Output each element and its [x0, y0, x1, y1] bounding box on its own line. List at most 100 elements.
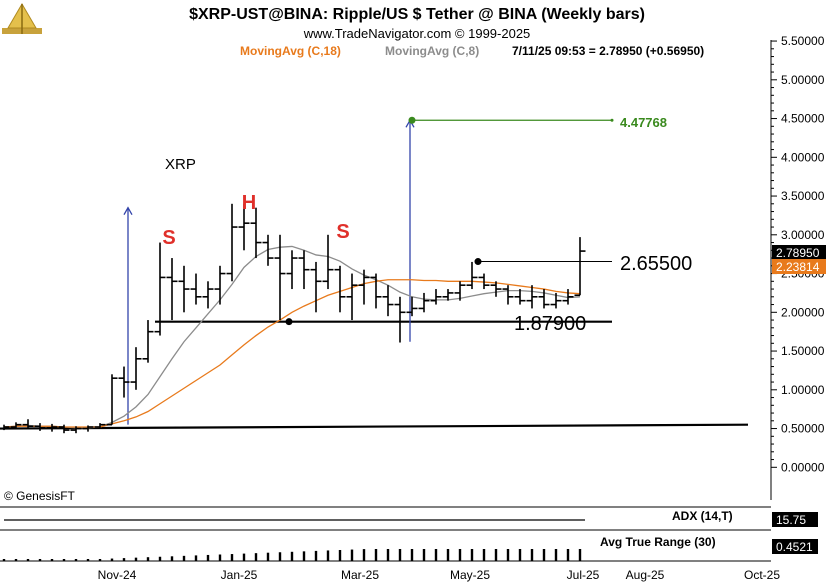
- atr-bar: [434, 549, 438, 561]
- ohlc-bar: [382, 285, 394, 317]
- atr-bar: [230, 554, 234, 561]
- y-tick-label: 4.50000: [781, 112, 825, 126]
- y-axis-ticks: 5.50000 5.00000 4.50000 4.00000 3.50000 3.000…: [771, 34, 825, 474]
- ohlc-bar: [310, 261, 322, 313]
- y-tick-label: 2.00000: [781, 305, 825, 319]
- atr-bar: [86, 559, 90, 561]
- resistance-value-label: 2.65500: [620, 253, 692, 275]
- chart-subtitle: www.TradeNavigator.com © 1999-2025: [303, 26, 531, 41]
- ma-price-tag: [772, 259, 826, 274]
- watermark: © GenesisFT: [4, 489, 76, 503]
- atr-bar: [14, 559, 18, 561]
- atr-bar: [134, 557, 138, 561]
- atr-bar: [98, 559, 102, 561]
- neckline-dot: [285, 318, 293, 326]
- x-axis-ticks: Nov-24 Jan-25 Mar-25 May-25 Jul-25 Aug-25 Oct-…: [98, 568, 781, 582]
- ohlc-bar: [358, 269, 370, 305]
- ohlc-bar: [82, 425, 94, 432]
- price-bars: [0, 203, 586, 434]
- target-dot: [408, 116, 416, 124]
- ohlc-bar: [106, 374, 118, 426]
- adx-label: ADX (14,T): [672, 509, 733, 523]
- atr-bar: [326, 550, 330, 561]
- adx-value-text: 15.75: [776, 513, 806, 527]
- atr-bar: [194, 555, 198, 561]
- ohlc-bar: [70, 426, 82, 434]
- ohlc-bar: [538, 289, 550, 309]
- atr-bar: [410, 549, 414, 561]
- ohlc-bar: [322, 234, 334, 290]
- last-price-tag-text: 2.78950: [776, 246, 820, 260]
- atr-bar: [62, 559, 66, 561]
- y-tick-label: 1.00000: [781, 383, 825, 397]
- ohlc-bar: [94, 423, 106, 429]
- atr-bar: [446, 549, 450, 561]
- ma-long-line: [3, 279, 581, 428]
- ohlc-bar: [142, 320, 154, 363]
- ohlc-bar: [190, 273, 202, 305]
- ohlc-bar: [370, 273, 382, 309]
- atr-bar: [170, 556, 174, 561]
- atr-bar: [518, 549, 522, 561]
- atr-bar: [74, 559, 78, 561]
- head-letter: H: [242, 192, 256, 214]
- atr-bar: [290, 551, 294, 561]
- x-tick-label: Oct-25: [744, 568, 780, 582]
- atr-bar: [2, 559, 6, 561]
- atr-bar: [314, 550, 318, 561]
- atr-bar: [566, 549, 570, 561]
- x-tick-label: May-25: [450, 568, 490, 582]
- atr-bar: [578, 549, 582, 561]
- ohlc-bar: [214, 265, 226, 305]
- last-price-tag: [772, 245, 826, 260]
- atr-bar: [158, 556, 162, 561]
- ohlc-bar: [46, 423, 58, 432]
- atr-label: Avg True Range (30): [600, 535, 716, 549]
- atr-bar: [26, 559, 30, 561]
- atr-bar: [338, 550, 342, 561]
- y-tick-label: 0.00000: [781, 460, 825, 474]
- ohlc-bar: [178, 265, 190, 313]
- atr-bar: [182, 555, 186, 561]
- atr-bar: [506, 549, 510, 561]
- ohlc-bar: [406, 296, 418, 317]
- ohlc-bar: [22, 419, 34, 429]
- atr-bar: [38, 559, 42, 561]
- ohlc-bar: [394, 296, 406, 343]
- target-end-dot: [610, 118, 614, 122]
- ohlc-bar: [58, 424, 70, 434]
- annotation-markers: [285, 116, 614, 326]
- base-support-line: [0, 423, 749, 430]
- atr-bar: [122, 558, 126, 561]
- ohlc-bar: [418, 292, 430, 313]
- ohlc-bar: [250, 207, 262, 259]
- atr-bar: [266, 552, 270, 561]
- logo-icon: [2, 3, 42, 34]
- atr-bar: [362, 549, 366, 561]
- adx-value-tag: [772, 512, 818, 527]
- measure-arrow-left-head: [123, 206, 133, 215]
- atr-bar: [254, 553, 258, 561]
- atr-bar: [374, 549, 378, 561]
- ohlc-bar: [562, 289, 574, 305]
- ohlc-bar: [466, 261, 478, 290]
- atr-bar: [350, 549, 354, 561]
- y-tick-label: 1.50000: [781, 344, 825, 358]
- atr-bar: [386, 549, 390, 561]
- ohlc-bar: [490, 281, 502, 297]
- symbol-label: XRP: [165, 156, 196, 173]
- atr-bar: [554, 549, 558, 561]
- ohlc-bar: [10, 422, 22, 429]
- y-tick-label: 3.00000: [781, 228, 825, 242]
- x-tick-label: Jan-25: [221, 568, 258, 582]
- atr-bar: [146, 557, 150, 561]
- ohlc-bar: [550, 292, 562, 309]
- ohlc-bar: [514, 289, 526, 305]
- ohlc-bar: [298, 250, 310, 290]
- ohlc-bar: [226, 203, 238, 282]
- atr-bar: [110, 558, 114, 561]
- chart-title: $XRP-UST@BINA: Ripple/US $ Tether @ BINA…: [189, 6, 645, 23]
- ma-price-tag-text: 2.23814: [776, 260, 820, 274]
- atr-value-text: 0.4521: [776, 540, 813, 554]
- x-tick-label: Nov-24: [98, 568, 137, 582]
